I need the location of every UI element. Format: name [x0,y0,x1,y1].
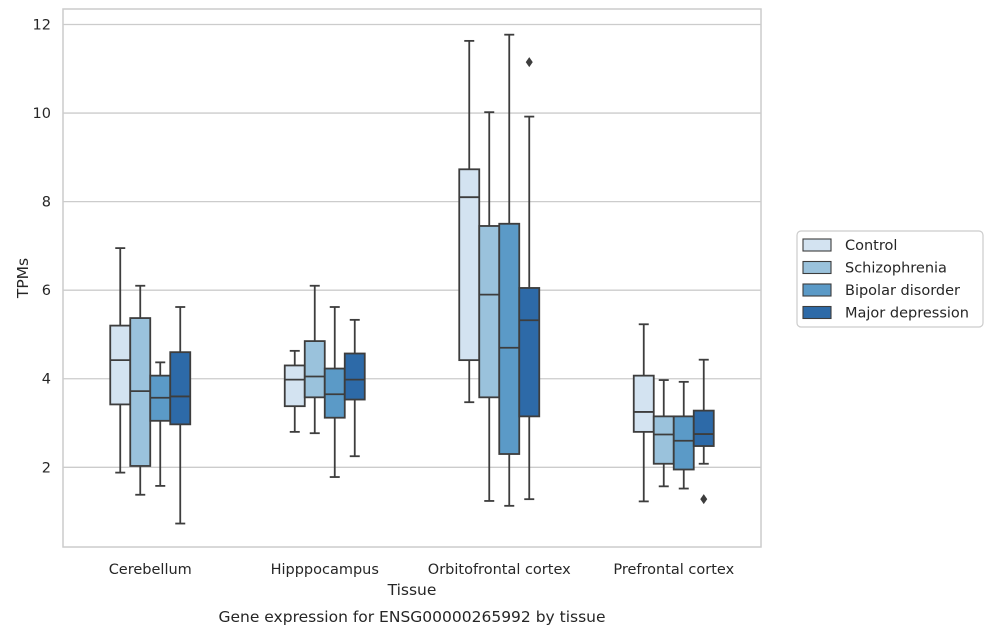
box-body [652,415,675,465]
chart-caption: Gene expression for ENSG00000265992 by t… [218,608,605,626]
x-tick-label: Prefrontal cortex [613,562,734,578]
box-body [478,225,501,399]
box-bipolar-disorder-hipppocampus [323,306,346,478]
box-control-orbitofrontal-cortex [458,39,481,404]
box-bipolar-disorder-orbitofrontal-cortex [498,33,521,507]
x-tick-label: Orbitofrontal cortex [428,562,571,578]
legend-label: Control [845,238,897,254]
box-body [672,415,695,471]
legend-frame [796,230,984,328]
legend-swatch [802,238,832,252]
y-tick-label: 4 [42,372,51,388]
outlier-point [525,57,533,68]
box-body [323,367,346,419]
box-body [518,287,541,418]
x-tick-labels: Cerebellum Hipppocampus Orbitofrontal cort… [109,562,735,578]
legend-label: Bipolar disorder [845,283,960,299]
plot-frame [62,8,762,548]
box-body [303,340,326,399]
box-major-depression-orbitofrontal-cortex [518,57,541,501]
box-body [169,351,192,426]
y-tick-labels: 2 4 6 8 10 12 [33,17,51,476]
box-body [632,374,655,433]
box-body [343,352,366,401]
y-tick-label: 2 [42,460,51,476]
x-axis-label: Tissue [387,581,437,599]
y-tick-label: 6 [42,283,51,299]
x-tick-label: Hipppocampus [271,562,379,578]
box-schizophrenia-cerebellum [129,284,152,496]
box-body [283,364,306,408]
legend-swatch [802,283,832,297]
boxes-layer [109,33,715,525]
y-tick-label: 12 [33,17,51,33]
y-tick-label: 8 [42,195,51,211]
box-control-prefrontal-cortex [632,323,655,503]
box-major-depression-prefrontal-cortex [692,358,715,505]
box-bipolar-disorder-prefrontal-cortex [672,380,695,490]
box-schizophrenia-prefrontal-cortex [652,379,675,488]
outlier-point [700,494,708,505]
legend-label: Major depression [845,306,969,322]
legend-swatch [802,260,832,275]
y-axis-label: TPMs [14,258,32,299]
legend: Control Schizophrenia Bipolar disorder Majo… [796,230,984,328]
box-body [692,409,715,447]
box-body [109,324,132,406]
legend-swatch [802,305,832,320]
x-tick-label: Cerebellum [109,562,192,578]
box-control-cerebellum [109,247,132,474]
y-tick-label: 10 [33,106,51,122]
legend-label: Schizophrenia [845,261,947,277]
box-body [498,222,521,455]
box-control-hipppocampus [283,349,306,433]
box-schizophrenia-orbitofrontal-cortex [478,111,501,502]
box-major-depression-hipppocampus [343,318,366,458]
box-schizophrenia-hipppocampus [303,284,326,435]
box-major-depression-cerebellum [169,306,192,525]
